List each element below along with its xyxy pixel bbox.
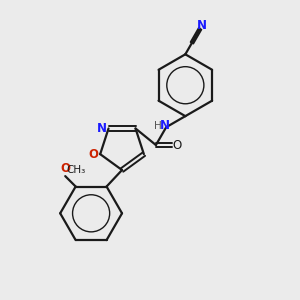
Text: N: N xyxy=(197,19,207,32)
Text: N: N xyxy=(97,122,107,135)
Text: O: O xyxy=(60,162,70,175)
Text: O: O xyxy=(89,148,99,161)
Text: N: N xyxy=(160,119,170,132)
Text: O: O xyxy=(173,139,182,152)
Text: H: H xyxy=(154,121,162,131)
Text: CH₃: CH₃ xyxy=(66,165,85,175)
